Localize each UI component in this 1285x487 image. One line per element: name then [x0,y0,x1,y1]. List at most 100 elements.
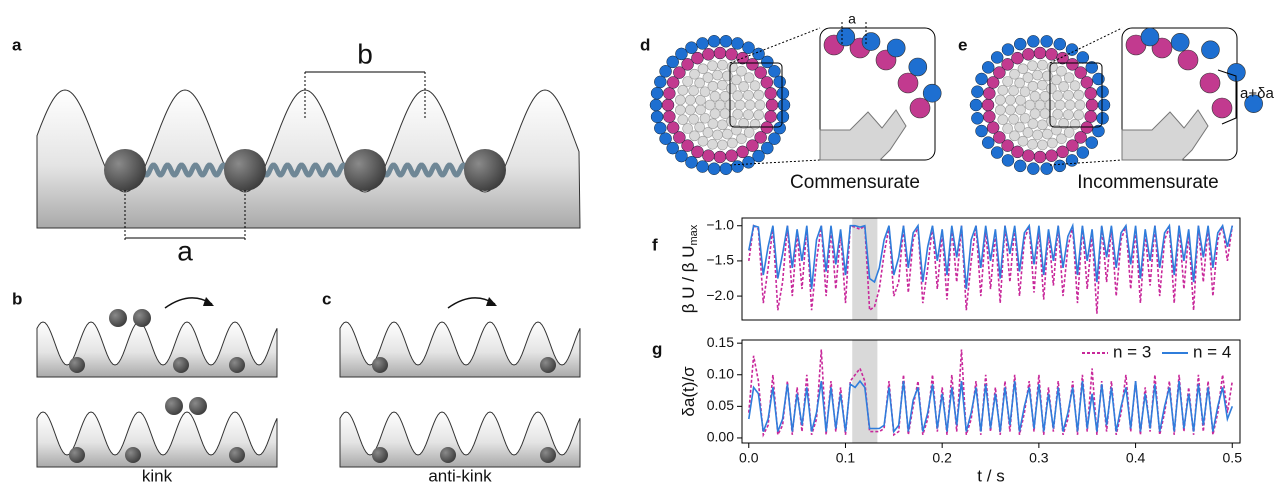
shell-particle [743,156,755,168]
x-axis-label: t / s [977,466,1004,485]
shell-particle [1097,86,1109,98]
y-axis-label: δa(t)/σ [679,366,698,417]
core-particle [678,85,688,95]
shell-particle [1054,38,1066,50]
y-axis-label-text: β U / β U [679,246,698,314]
core-particle [1070,81,1080,91]
shell-particle [1002,154,1014,166]
core-particle [718,60,728,70]
shell-particle [970,99,982,111]
particle [69,447,85,463]
core-particle [998,85,1008,95]
shell-particle [1086,137,1098,149]
core-particle [1037,80,1047,90]
core-particle [1055,100,1065,110]
shell-particle [1046,150,1058,162]
core-particle [1003,124,1013,134]
shell-particle [663,87,675,99]
core-particle [1038,60,1048,70]
shell-particle [1212,98,1232,118]
panel-label: a [12,35,22,54]
core-particle [1075,100,1085,110]
shell-particle [667,122,679,134]
particle [133,309,151,327]
shell-particle [761,76,773,88]
caption: kink [142,466,173,485]
shell-particle [766,99,778,111]
shell-particle [983,111,995,123]
shell-particle [1034,47,1046,59]
shell-particle [774,122,786,134]
shell-particle [654,122,666,134]
shell-particle [1022,150,1034,162]
shell-particle [1014,160,1026,172]
x-tick-label: 0.4 [1126,450,1146,466]
core-particle [1033,130,1043,140]
core-particle [1009,114,1019,124]
shell-particle [982,61,994,73]
core-particle [722,129,732,139]
shell-particle [987,122,999,134]
particle [229,447,245,463]
data-line [749,226,1233,314]
core-particle [1059,82,1069,92]
shell-particle [720,35,732,47]
shell-particle [991,147,1003,159]
shell-particle [726,48,738,60]
shell-particle [702,48,714,60]
core-particle [705,100,715,110]
shell-particle [837,28,855,46]
core-particle [1028,81,1038,91]
core-particle [1056,134,1066,144]
shell-particle [696,37,708,49]
panel-label: f [652,235,658,254]
particle [540,447,556,463]
shell-particle [654,76,666,88]
shell-particle [1066,44,1078,56]
core-particle [745,100,755,110]
particle [224,149,266,191]
arrow-head [203,297,214,306]
core-particle [733,91,743,101]
shell-particle [862,33,880,51]
core-particle [1005,105,1015,115]
inset-label: a [848,11,856,27]
x-tick-label: 0.1 [836,450,856,466]
shell-particle [1092,73,1104,85]
particle [464,149,506,191]
shell-particle [991,51,1003,63]
shell-particle [1034,151,1046,163]
core-particle [678,115,688,125]
spacing-label: b [357,38,373,69]
particle [173,357,189,373]
particle [540,357,556,373]
shell-particle [708,35,720,47]
core-particle [1016,105,1026,115]
particle [372,357,388,373]
shell-particle [1171,33,1189,51]
caption: Incommensurate [1077,172,1219,193]
legend-label: n = 4 [1193,342,1231,361]
core-particle [743,110,753,120]
y-axis-label: β U / β Umax [679,224,699,313]
core-particle [1010,69,1020,79]
shell-particle [982,99,994,111]
core-particle [1046,116,1056,126]
core-particle [1042,129,1052,139]
y-tick-label: −1.5 [706,252,734,268]
panel-label: g [652,339,662,358]
y-tick-label: 0.15 [707,334,734,350]
shell-particle [1141,28,1159,46]
shell-particle [909,58,927,76]
core-particle [713,70,723,80]
core-particle [754,110,764,120]
core-particle [1028,139,1038,149]
shell-particle [1057,146,1069,158]
y-axis-label-text: δa(t)/σ [679,366,698,417]
core-particle [1018,136,1028,146]
shell-particle [732,37,744,49]
particle [189,397,207,415]
shell-particle [663,111,675,123]
particle [372,447,388,463]
core-particle [995,105,1005,115]
